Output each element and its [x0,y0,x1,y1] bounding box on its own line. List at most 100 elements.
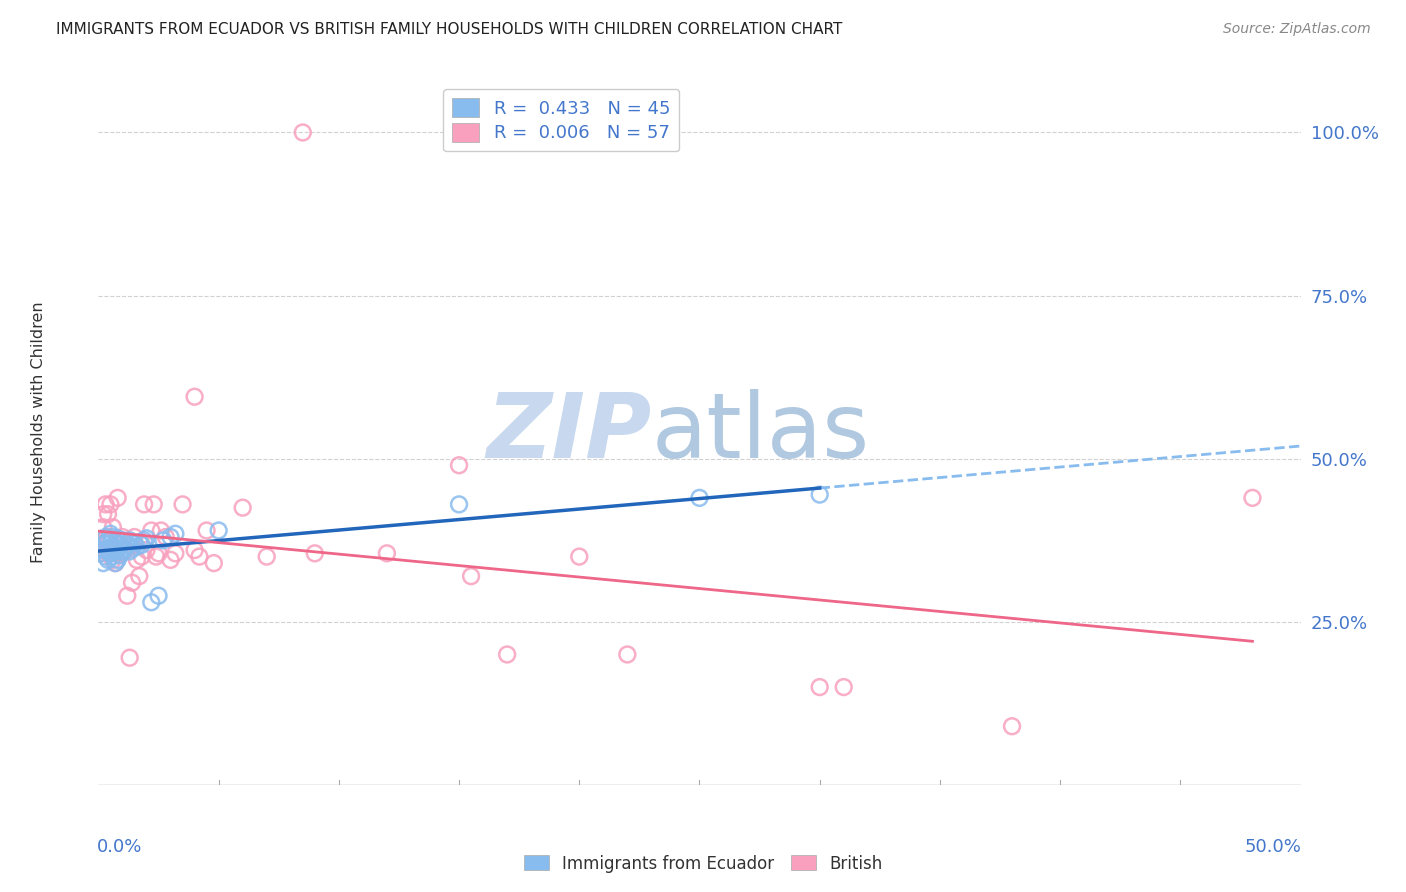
Point [118,650,141,665]
Point [124,536,146,550]
Point [135,532,157,546]
Point [108,546,131,560]
Point [97,553,120,567]
Point [202,556,225,570]
Point [107,491,129,505]
Point [145,549,167,564]
Point [132,497,155,511]
Point [91,556,114,570]
Point [107,536,129,550]
Point [149,524,172,538]
Point [832,680,855,694]
Point [107,532,129,546]
Point [183,390,205,404]
Point [100,546,122,560]
Point [94,497,117,511]
Point [165,526,187,541]
Point [91,520,114,534]
Point [117,538,139,552]
Point [100,533,122,548]
Point [104,535,127,549]
Point [104,546,127,560]
Point [188,549,211,564]
Text: Family Households with Children: Family Households with Children [31,301,46,564]
Point [375,546,398,560]
Point [125,540,148,554]
Point [100,526,122,541]
Point [159,530,181,544]
Point [114,543,136,558]
Point [128,535,150,549]
Point [165,546,187,560]
Point [90,546,112,560]
Point [447,458,470,473]
Point [117,589,139,603]
Point [94,543,117,558]
Point [142,497,165,511]
Point [111,530,134,544]
Point [131,538,153,552]
Point [91,507,114,521]
Point [125,553,148,567]
Point [101,540,124,554]
Text: 0.0%: 0.0% [97,838,142,855]
Point [107,553,129,567]
Point [94,549,117,564]
Point [97,546,120,560]
Point [100,536,122,550]
Point [141,595,163,609]
Point [128,569,150,583]
Point [447,497,470,511]
Point [172,497,194,511]
Point [104,544,127,558]
Point [97,543,120,558]
Point [101,553,124,567]
Point [1001,719,1024,733]
Point [195,524,218,538]
Point [141,524,163,538]
Point [131,549,153,564]
Point [94,530,117,544]
Point [94,536,117,550]
Point [148,546,170,560]
Point [111,544,134,558]
Point [496,648,519,662]
Point [1241,491,1264,505]
Point [104,556,127,570]
Point [90,546,112,560]
Point [460,569,482,583]
Point [97,533,120,548]
Point [256,549,278,564]
Point [152,533,174,548]
Point [304,546,326,560]
Point [155,530,177,544]
Point [808,680,831,694]
Text: IMMIGRANTS FROM ECUADOR VS BRITISH FAMILY HOUSEHOLDS WITH CHILDREN CORRELATION C: IMMIGRANTS FROM ECUADOR VS BRITISH FAMIL… [56,22,842,37]
Point [97,507,120,521]
Point [568,549,591,564]
Point [208,524,231,538]
Point [118,533,141,548]
Point [111,533,134,548]
Point [108,538,131,552]
Point [100,497,122,511]
Point [94,533,117,548]
Text: ZIP: ZIP [486,389,651,476]
Point [118,544,141,558]
Point [183,543,205,558]
Point [291,126,314,140]
Point [97,530,120,544]
Point [108,549,131,563]
Point [101,530,124,544]
Legend: R =  0.433   N = 45, R =  0.006   N = 57: R = 0.433 N = 45, R = 0.006 N = 57 [443,89,679,152]
Point [101,549,124,564]
Point [107,541,129,556]
Point [232,500,254,515]
Point [121,541,143,556]
Point [101,520,124,534]
Point [148,589,170,603]
Point [689,491,711,505]
Text: Source: ZipAtlas.com: Source: ZipAtlas.com [1223,22,1371,37]
Legend: Immigrants from Ecuador, British: Immigrants from Ecuador, British [517,848,889,880]
Point [121,575,143,590]
